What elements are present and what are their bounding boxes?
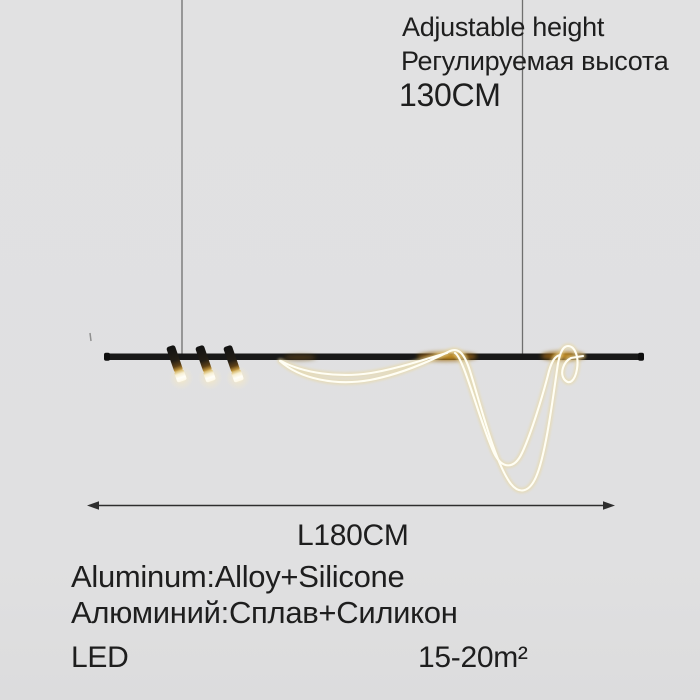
arrowhead-right-icon (603, 501, 615, 510)
lamp-bar-endcap-right (638, 352, 644, 361)
spotlight-3 (223, 345, 251, 390)
spotlight-2 (195, 345, 223, 390)
spotlight-3-body (223, 345, 240, 373)
material-label-en: Aluminum:Alloy+Silicone (71, 559, 405, 594)
material-label-ru: Алюминий:Сплав+Силикон (71, 595, 458, 630)
lamp-bar-body (104, 353, 644, 360)
adjustable-height-label-en: Adjustable height (402, 12, 605, 42)
led-tube-core (278, 344, 585, 492)
arrowhead-left-icon (87, 501, 99, 510)
coverage-area-label: 15-20m² (418, 641, 528, 674)
spotlight-1 (166, 345, 194, 390)
adjustable-height-label-ru: Регулируемая высота (401, 46, 669, 76)
adjustable-height-value: 130CM (399, 77, 501, 113)
spotlight-2-body (195, 345, 212, 373)
led-tube-halo (277, 343, 586, 494)
spotlight-1-body (166, 345, 183, 373)
length-label: L180CM (297, 519, 409, 552)
led-tube (277, 343, 586, 494)
light-source-label: LED (71, 641, 129, 674)
spotlight-3-lens (231, 369, 244, 383)
wall-mark (89, 332, 92, 342)
spotlight-2-lens (203, 369, 216, 383)
lamp-bar-endcap-left (104, 352, 110, 361)
dimension-arrow (87, 501, 615, 510)
spotlight-1-lens (174, 369, 187, 383)
